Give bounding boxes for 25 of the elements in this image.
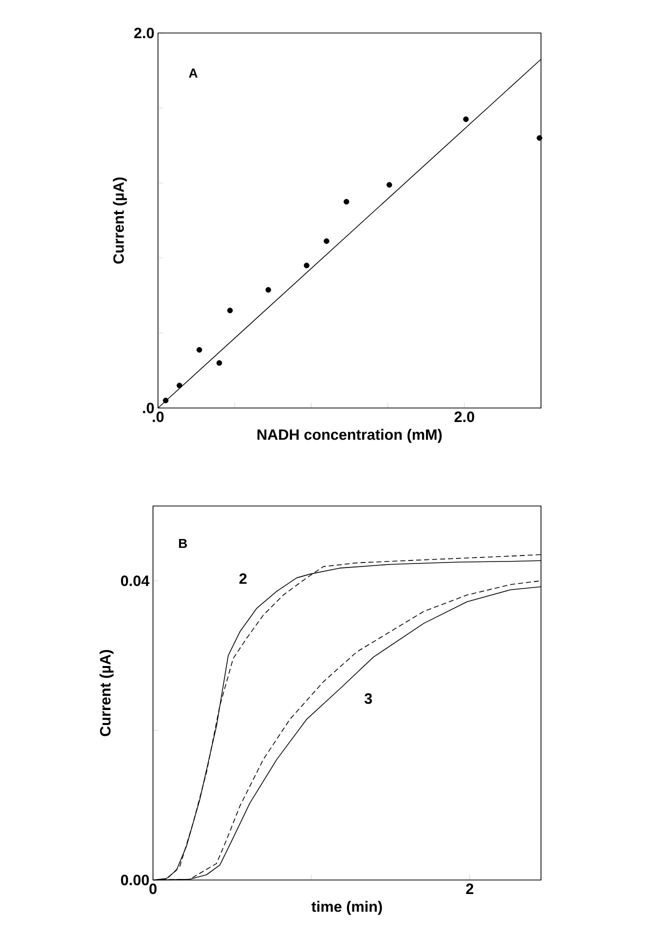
annotation: 3 [364,693,372,704]
point [536,135,542,141]
point [304,262,310,268]
x-axis-title: NADH concentration (mM) [258,428,442,443]
annotation: A [188,68,198,78]
point [176,382,182,388]
point [344,198,350,205]
point [463,116,469,122]
y-axis-title: Current (µA) [100,650,114,736]
y-tick-label: 0.00 [120,874,149,886]
y-tick-label: 0.04 [120,576,150,586]
x-axis-title: time (min) [311,900,382,915]
y-tick-label: 2.0 [134,28,154,38]
point [196,347,202,353]
x-tick-label: 0 [149,884,157,894]
annotation: B [179,538,187,548]
point [386,182,392,188]
point [162,398,168,404]
annotation: 2 [239,573,247,584]
point [324,238,330,244]
point [216,360,222,366]
y-axis-title: Current (µA) [112,178,127,264]
point [266,287,272,293]
y-tick-label: .0 [143,402,154,414]
point [227,308,233,314]
